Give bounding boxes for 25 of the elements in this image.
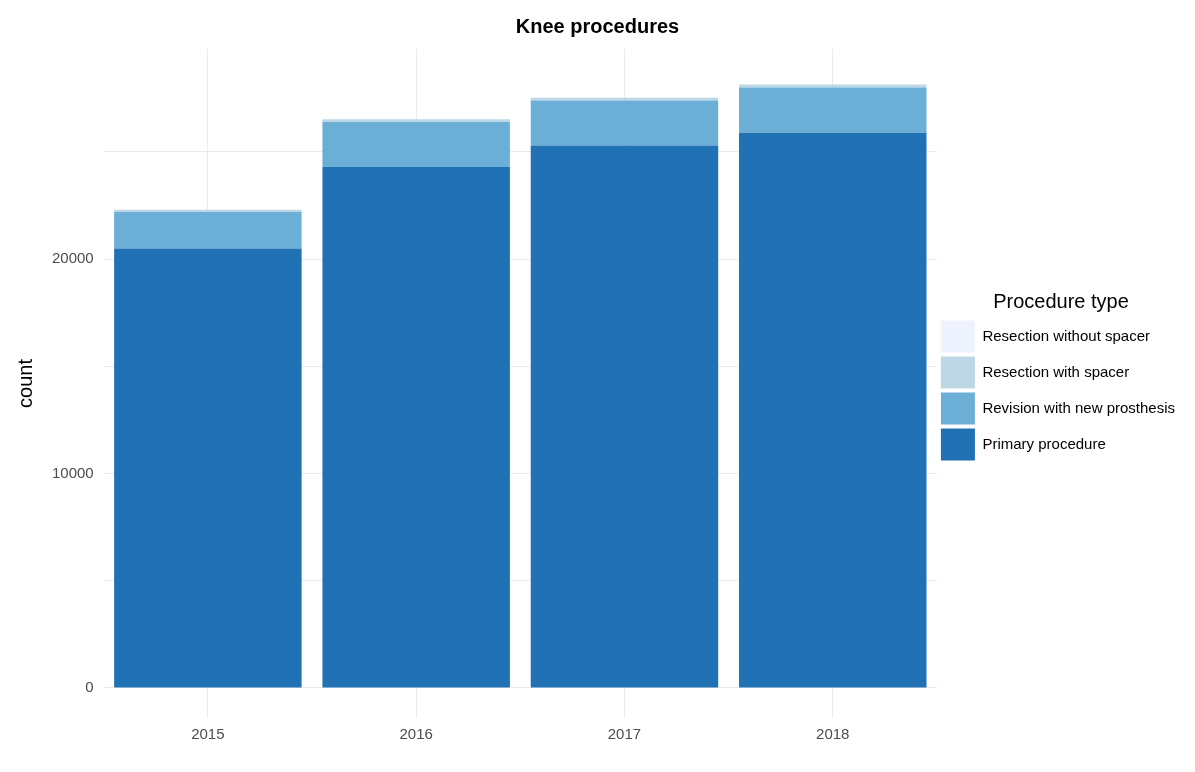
y-axis-title: count — [13, 358, 36, 408]
bar — [739, 84, 927, 88]
legend-label: Resection with spacer — [982, 362, 1130, 380]
bar — [114, 211, 302, 249]
bar — [530, 145, 719, 688]
x-tick-label: 2017 — [607, 725, 642, 743]
y-tick-label: 20000 — [51, 249, 94, 267]
x-tick-label: 2015 — [191, 725, 225, 743]
x-tick-label: 2016 — [399, 725, 433, 743]
bar — [322, 121, 510, 167]
bar — [114, 209, 302, 212]
bar — [530, 100, 719, 146]
y-tick-label: 10000 — [51, 463, 94, 481]
legend-title: Procedure type — [993, 290, 1129, 313]
legend-label: Primary procedure — [982, 434, 1106, 452]
chart-title: Knee procedures — [515, 14, 680, 37]
legend-label: Revision with new prosthesis — [982, 398, 1176, 416]
bar — [739, 87, 927, 133]
bar — [739, 132, 927, 688]
bar — [114, 248, 302, 688]
legend-label: Resection without spacer — [982, 326, 1151, 344]
y-tick-label: 0 — [85, 678, 94, 696]
bar — [322, 166, 510, 688]
bar — [322, 119, 510, 122]
x-tick-label: 2018 — [816, 725, 850, 743]
